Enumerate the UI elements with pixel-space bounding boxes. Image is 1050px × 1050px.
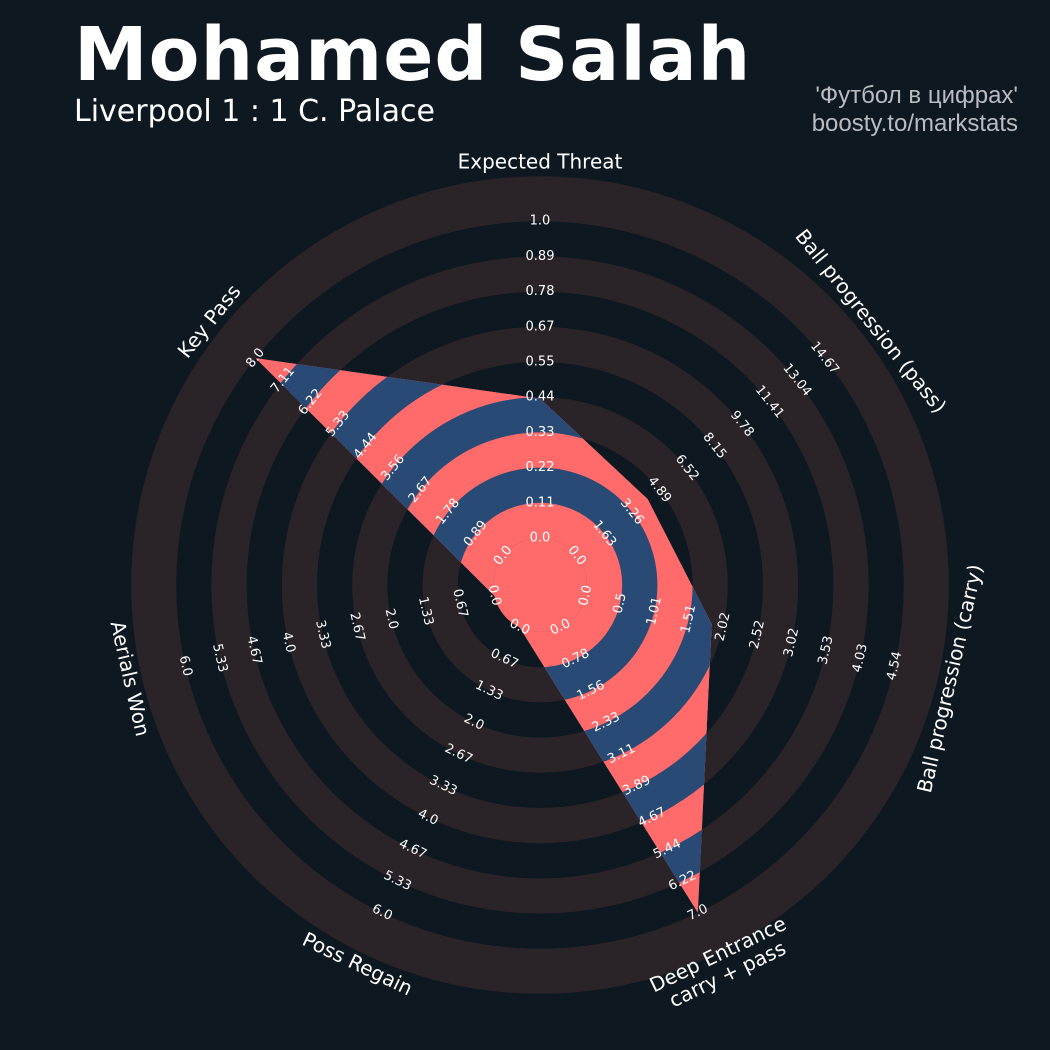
tick-label: 0.5 <box>611 592 630 616</box>
tick-label: 1.51 <box>678 603 699 635</box>
tick-label: 0.0 <box>530 531 551 546</box>
category-label: Expected Threat <box>458 150 623 174</box>
tick-label: 0.22 <box>526 460 555 475</box>
tick-label: 2.67 <box>346 611 367 643</box>
tick-label: 0.44 <box>526 390 555 405</box>
tick-label: 3.02 <box>781 627 802 659</box>
tick-label: 2.02 <box>713 611 734 643</box>
tick-label: 0.67 <box>526 319 555 334</box>
tick-label: 3.33 <box>312 619 333 651</box>
tick-label: 0.0 <box>485 584 504 608</box>
credit-source: 'Футбол в цифрах' <box>815 82 1018 109</box>
player-name-title: Mohamed Salah <box>74 12 752 98</box>
tick-label: 2.52 <box>747 619 768 651</box>
tick-label: 0.11 <box>526 495 555 510</box>
tick-label: 1.33 <box>415 595 436 627</box>
radar-center <box>493 538 587 632</box>
tick-label: 4.67 <box>243 635 264 667</box>
tick-label: 5.33 <box>209 642 230 674</box>
tick-label: 1.0 <box>530 214 551 229</box>
tick-label: 0.33 <box>526 425 555 440</box>
tick-label: 6.0 <box>176 654 195 678</box>
match-subtitle: Liverpool 1 : 1 C. Palace <box>74 94 435 129</box>
tick-label: 1.01 <box>644 595 665 627</box>
tick-label: 0.67 <box>449 588 470 620</box>
tick-label: 0.78 <box>526 284 555 299</box>
tick-label: 0.55 <box>526 355 555 370</box>
credit-link[interactable]: boosty.to/markstats <box>811 110 1018 137</box>
tick-label: 4.03 <box>850 642 871 674</box>
tick-label: 4.54 <box>884 650 905 682</box>
tick-label: 2.0 <box>382 607 401 631</box>
tick-label: 0.89 <box>526 249 555 264</box>
tick-label: 3.53 <box>816 635 837 667</box>
tick-label: 4.0 <box>279 631 298 655</box>
tick-label: 0.0 <box>576 584 595 608</box>
center-disc <box>493 538 587 632</box>
